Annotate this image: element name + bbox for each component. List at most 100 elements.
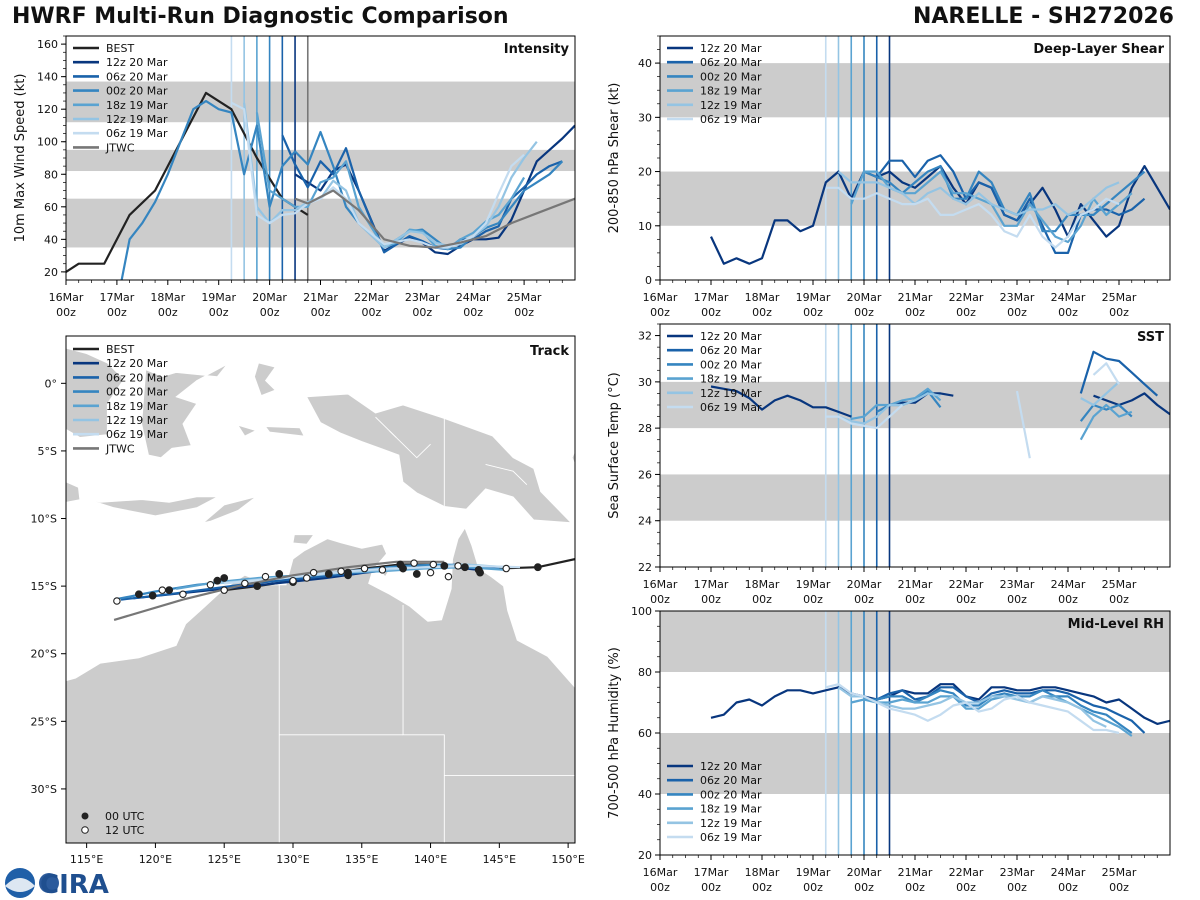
x-tick-label: 00z [650,593,670,606]
x-tick-label: 135°E [345,853,378,866]
x-tick-label: 21Mar [303,291,338,304]
x-tick-label: 18Mar [745,866,780,879]
x-tick-label: 23Mar [405,291,440,304]
cira-globe-icon [39,873,59,893]
seram-island [264,426,305,437]
y-tick-label: 20 [638,166,652,179]
series-line-06z-20-mar [1079,350,1159,397]
intensity-panel: 20 40 60 80 100 120 140 160 16Mar 00z 17Mar 00z 18Ma… [13,35,576,319]
x-tick-label: 25Mar [1102,291,1137,304]
marker-12utc [309,568,318,577]
legend-label: 12z 20 Mar [106,56,168,69]
marker-12utc [241,579,249,588]
y-tick-label: 100 [37,136,58,149]
series-line-18z-19-mar [851,387,942,420]
legend-label: BEST [106,42,134,55]
series-line-12z-19-mar [838,392,941,425]
x-tick-label: 16Mar [643,866,678,879]
legend-label: 12z 19 Mar [700,817,762,830]
x-tick-label: 22Mar [949,291,984,304]
x-tick-label: 25Mar [507,291,542,304]
x-tick-label: 130°E [276,853,309,866]
y-tick-label: 15°S [31,580,57,593]
series-line-12z-19-mar [837,686,1107,728]
x-tick-label: 00z [1109,593,1129,606]
x-tick-label: 22Mar [949,578,984,591]
x-tick-label: 21Mar [898,291,933,304]
x-tick-label: 00z [209,306,229,319]
marker-00utc [412,570,421,578]
timor-island [203,496,257,523]
x-tick-label: 125°E [207,853,240,866]
x-tick-label: 00z [803,881,823,894]
x-tick-label: 17Mar [694,866,729,879]
marker-12utc [429,560,438,569]
x-tick-label: 00z [158,306,178,319]
y-tick-label: 100 [631,605,652,618]
y-axis-label: 10m Max Wind Speed (kt) [13,74,28,243]
series-line-12z-20-mar [294,124,575,256]
legend-dot-12utc [81,826,89,834]
series-line-00z-20-mar [1079,403,1133,422]
threshold-band [660,611,1170,672]
legend-label: 18z 19 Mar [700,373,762,386]
cira-logo-text: CIRA [40,870,109,900]
x-tick-label: 00z [311,306,331,319]
series-line-06z-19-mar [825,186,1120,249]
series-line-06z-19-mar [825,404,904,430]
series-line-06z-19-mar [230,101,525,249]
legend-label: 12z 19 Mar [700,99,762,112]
y-tick-label: 25°S [31,715,57,728]
legend-label: 18z 19 Mar [106,99,168,112]
series-line-06z-20-mar [876,686,1146,734]
x-tick-label: 25Mar [1102,866,1137,879]
marker-00utc [533,563,542,572]
marker-12utc [410,559,418,567]
x-tick-label: 24Mar [1051,578,1086,591]
province-border [388,430,431,459]
x-tick-label: 17Mar [694,578,729,591]
y-tick-label: 0° [45,377,58,390]
legend-label: 06z 19 Mar [106,127,168,140]
y-tick-label: 120 [37,103,58,116]
sulawesi-land [141,364,228,459]
series-line-00z-20-mar [120,99,564,280]
y-tick-label: 160 [37,38,58,51]
legend-label: 18z 19 Mar [700,85,762,98]
y-tick-label: 32 [638,330,652,343]
x-tick-label: 00z [854,593,874,606]
marker-00utc [220,574,229,582]
marker-00utc [165,586,174,595]
marker-12utc [378,566,387,574]
legend-label: 12z 20 Mar [700,330,762,343]
y-tick-label: 60 [44,201,58,214]
x-tick-label: 140°E [414,853,447,866]
x-tick-label: 19Mar [796,578,831,591]
buru-island [237,424,257,437]
y-tick-label: 60 [638,727,652,740]
legend-label: 00 UTC [105,810,145,823]
marker-00utc [324,570,333,578]
halmahera-island [254,362,276,397]
sst-panel: 22 24 26 28 30 32 16Mar 00z 17Mar 00z 18Mar 00z 19Ma… [607,323,1171,606]
legend-label: 06z 20 Mar [700,774,762,787]
legend-label: 06z 20 Mar [106,371,168,384]
x-tick-label: 00z [956,593,976,606]
legend-label: 12z 20 Mar [700,760,762,773]
x-tick-label: 21Mar [898,578,933,591]
marker-12utc [426,568,435,577]
marker-12utc [444,572,453,581]
new-guinea-land [306,393,572,524]
legend-label: 18z 19 Mar [700,803,762,816]
series-group [710,350,1170,459]
figure-title: HWRF Multi-Run Diagnostic Comparison [12,4,509,29]
x-tick-label: 20Mar [847,578,882,591]
x-tick-label: 18Mar [150,291,185,304]
java-tip [66,481,81,503]
series-line-12z-20-mar [1093,392,1170,416]
x-tick-label: 24Mar [1051,866,1086,879]
legend-label: 06z 20 Mar [700,344,762,357]
x-tick-label: 00z [650,306,670,319]
panel-title: Intensity [504,42,570,57]
y-tick-label: 5°S [38,445,57,458]
